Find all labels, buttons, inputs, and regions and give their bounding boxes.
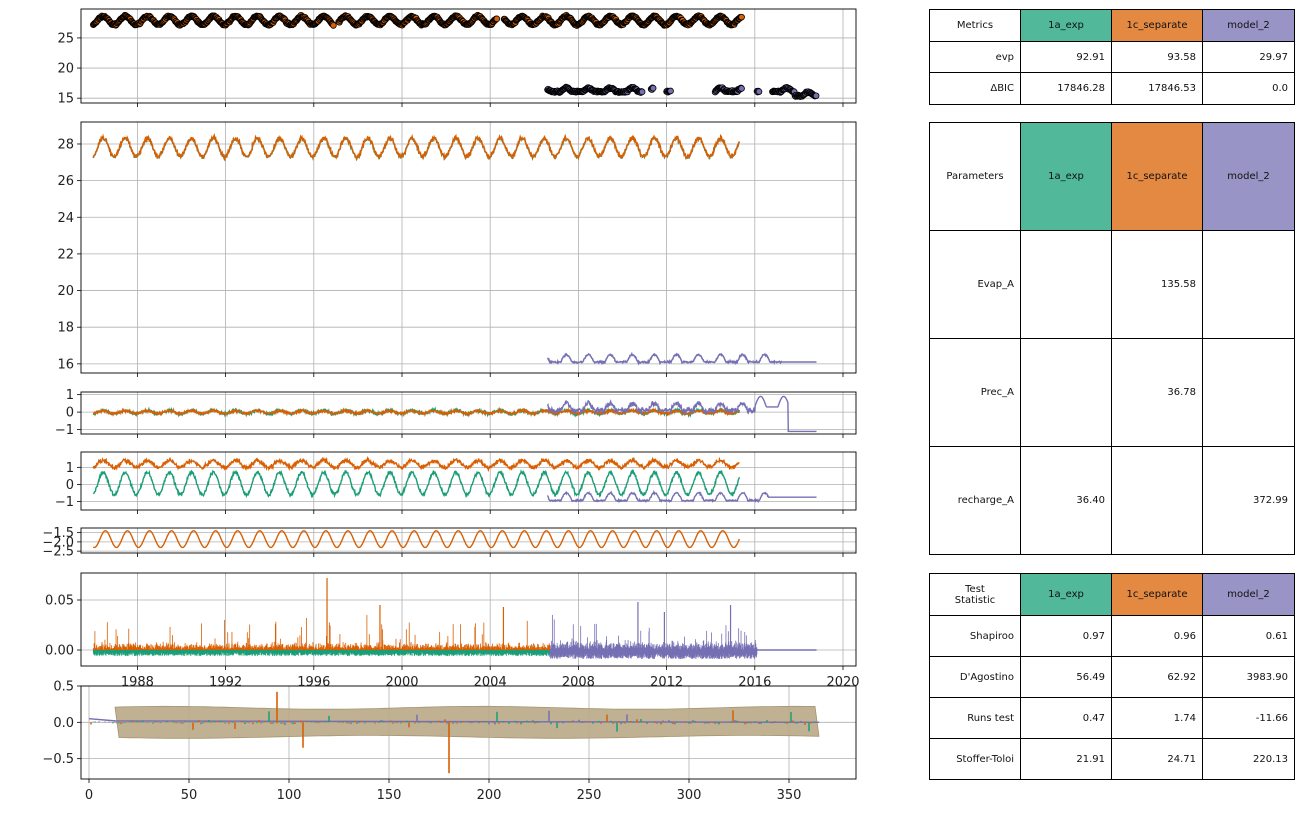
obs-point — [649, 84, 657, 92]
y-tick-label: 16 — [57, 357, 74, 372]
x-tick-label: 50 — [181, 788, 198, 803]
obs-point — [493, 15, 501, 23]
x-tick-label: 2000 — [385, 675, 418, 690]
panel-frame — [80, 527, 857, 554]
y-tick-label: 0.0 — [53, 716, 74, 731]
x-tick-label: 1996 — [297, 675, 330, 690]
observations-scatter — [90, 11, 820, 100]
y-tick-label: −2.0 — [42, 535, 74, 550]
y-tick-label: 0.5 — [53, 680, 74, 695]
x-tick-label: 2012 — [650, 675, 683, 690]
series-model-2-contrib-2 — [546, 489, 817, 504]
series-1c-separate-contrib-3 — [92, 530, 741, 549]
x-tick-label: 150 — [377, 788, 402, 803]
obs-point — [738, 13, 745, 21]
y-tick-label: −2.5 — [42, 545, 74, 560]
obs-point — [330, 22, 337, 29]
series-model-2-sim — [546, 351, 817, 366]
panel-frame — [80, 8, 857, 104]
obs-point — [638, 88, 646, 96]
x-tick-label: 350 — [777, 788, 802, 803]
obs-point — [812, 92, 820, 100]
series-1c-separate-contrib-2 — [92, 455, 740, 473]
y-tick-label: 24 — [57, 211, 74, 226]
series-1c-separate-sim — [92, 133, 741, 162]
panel-observations: 15 20 25 — [57, 8, 857, 107]
y-tick-label: 0 — [66, 406, 74, 421]
panel-frame — [80, 391, 857, 435]
y-tick-label: 26 — [57, 174, 74, 189]
panel-frame — [80, 121, 857, 374]
y-tick-label: −0.5 — [42, 752, 74, 767]
panel-autocorrelation: 0.5 0.0 −0.5 — [42, 680, 857, 783]
y-tick-label: −1 — [55, 423, 74, 438]
panel-frame — [80, 572, 857, 667]
panel-simulation: 16 18 20 22 24 26 28 — [57, 121, 857, 377]
x-tick-label: 1992 — [209, 675, 242, 690]
x-tick-label: 2008 — [562, 675, 595, 690]
x-tick-label: 1988 — [121, 675, 154, 690]
y-tick-label: 20 — [57, 284, 74, 299]
x-tick-label: 300 — [677, 788, 702, 803]
y-tick-label: 0.00 — [45, 644, 74, 659]
y-tick-label: 1 — [66, 461, 74, 476]
obs-point — [755, 88, 763, 95]
obs-point — [667, 87, 674, 95]
y-tick-label: 18 — [57, 321, 74, 336]
y-tick-label: 28 — [57, 137, 74, 152]
y-tick-label: 15 — [57, 92, 74, 107]
residual-series — [92, 578, 817, 659]
y-tick-label: 1 — [66, 388, 74, 403]
y-tick-label: −1.5 — [42, 526, 74, 541]
y-tick-label: −1 — [55, 495, 74, 510]
x-tick-label: 100 — [277, 788, 302, 803]
x-tick-label: 0 — [85, 788, 93, 803]
obs-point — [738, 85, 745, 92]
x-tick-label: 2016 — [738, 675, 771, 690]
x-tick-label: 2004 — [474, 675, 507, 690]
y-tick-label: 22 — [57, 247, 74, 262]
panel-frame — [80, 451, 857, 511]
y-tick-label: 25 — [57, 31, 74, 46]
x-tick-label: 200 — [477, 788, 502, 803]
panel-frame — [80, 685, 857, 780]
y-tick-label: 20 — [57, 62, 74, 77]
x-tick-label: 2020 — [826, 675, 859, 690]
panel-contribution_3: −1.5−2.0−2.5 — [42, 526, 857, 560]
x-tick-label: 250 — [577, 788, 602, 803]
y-tick-label: 0.05 — [45, 594, 74, 609]
series-1a-exp-contrib-2 — [92, 469, 741, 499]
y-tick-label: 0 — [66, 478, 74, 493]
